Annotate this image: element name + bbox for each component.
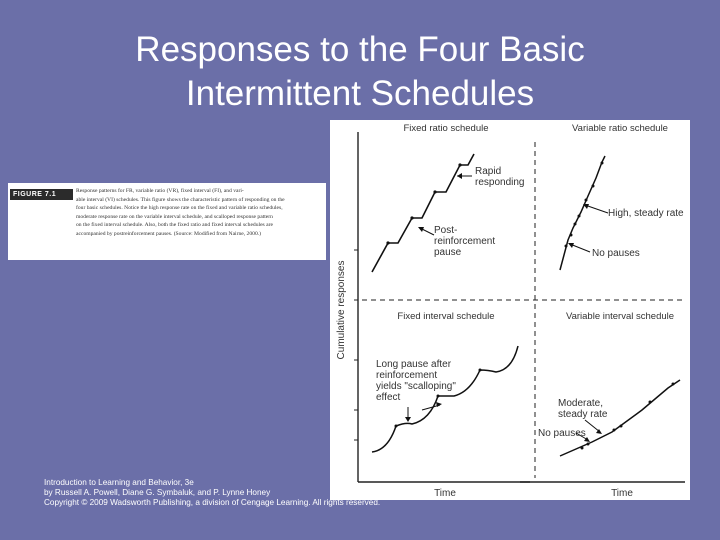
- panel-title-variable-ratio: Variable ratio schedule: [572, 123, 668, 134]
- figure-caption-text: Response patterns for FR, variable ratio…: [76, 187, 322, 239]
- fixed-ratio-reinforcers: [386, 163, 462, 245]
- slide-title-line-1: Responses to the Four Basic: [135, 30, 585, 69]
- caption-line: Response patterns for FR, variable ratio…: [76, 188, 244, 194]
- annotation-no-pauses-vi: No pauses: [538, 428, 586, 439]
- caption-line: four basic schedules. Notice the high re…: [76, 205, 283, 212]
- variable-interval-reinforcers: [580, 382, 675, 450]
- footer-line-1: Introduction to Learning and Behavior, 3…: [44, 478, 194, 487]
- annotation-scalloping-effect: Long pause after reinforcement yields "s…: [376, 359, 459, 403]
- slide-title: Responses to the Four Basic Intermittent…: [0, 28, 720, 116]
- schedule-figure: Cumulative responses Time Time Fixed rat…: [330, 120, 690, 500]
- slide-title-line-2: Intermittent Schedules: [185, 74, 535, 113]
- panel-title-fixed-ratio: Fixed ratio schedule: [403, 123, 488, 134]
- y-axis-ticks: [354, 249, 358, 441]
- fixed-interval-reinforcers: [394, 368, 482, 428]
- caption-line: accompanied by postreinforcement pauses.…: [76, 230, 262, 237]
- x-axis-label-left: Time: [434, 488, 456, 499]
- figure-caption: FIGURE 7.1 Response patterns for FR, var…: [8, 183, 326, 260]
- panel-title-variable-interval: Variable interval schedule: [566, 311, 674, 322]
- panel-title-fixed-interval: Fixed interval schedule: [397, 311, 494, 322]
- footer-line-2: by Russell A. Powell, Diane G. Symbaluk,…: [44, 488, 271, 497]
- figure-number-label: FIGURE 7.1: [10, 189, 73, 200]
- schedule-figure-svg: Cumulative responses Time Time Fixed rat…: [336, 123, 685, 499]
- caption-line: able interval (VI) schedules. This figur…: [76, 196, 285, 203]
- annotation-rapid-responding: Rapid responding: [475, 166, 524, 188]
- caption-line: on the fixed interval schedule. Also, bo…: [76, 222, 273, 229]
- x-axis-label-right: Time: [611, 488, 633, 499]
- fixed-interval-curve: [371, 345, 519, 453]
- y-axis-label: Cumulative responses: [336, 261, 347, 360]
- caption-line: moderate response rate on the variable i…: [76, 213, 273, 220]
- annotation-postreinforcement-pause: Post- reinforcement pause: [434, 225, 498, 258]
- footer-line-3: Copyright © 2009 Wadsworth Publishing, a…: [44, 498, 381, 507]
- annotation-high-steady-rate: High, steady rate: [608, 208, 684, 219]
- variable-ratio-reinforcers: [564, 161, 604, 248]
- fixed-ratio-curve: [371, 153, 475, 273]
- annotation-moderate-steady-rate: Moderate, steady rate: [558, 398, 608, 420]
- slide-footer: Introduction to Learning and Behavior, 3…: [44, 478, 380, 508]
- annotation-no-pauses-vr: No pauses: [592, 248, 640, 259]
